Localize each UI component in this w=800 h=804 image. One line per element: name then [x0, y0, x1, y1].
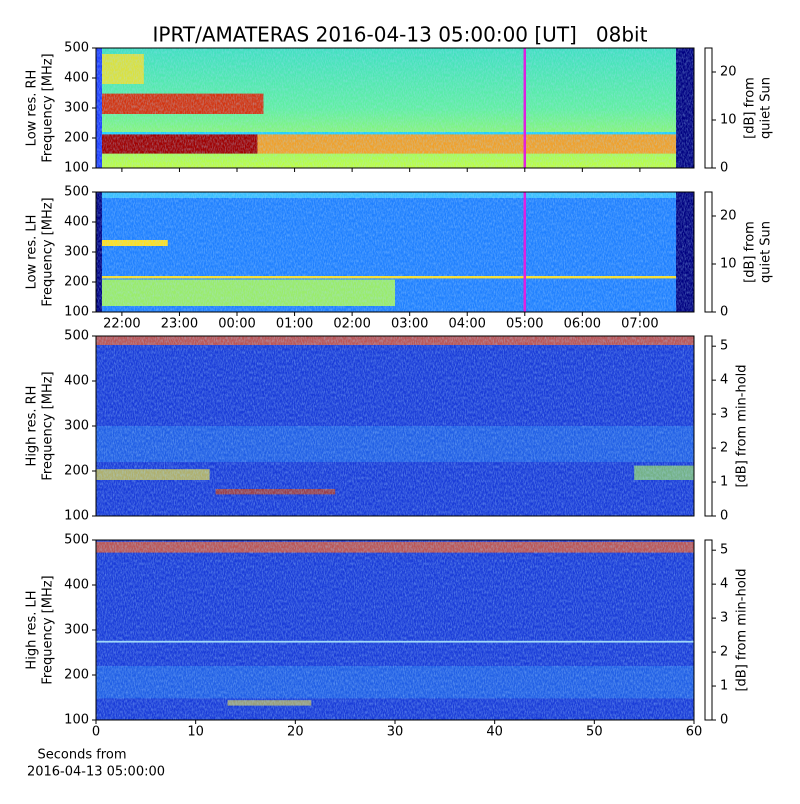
colorbar-tick-label: 0	[720, 713, 728, 728]
y-tick-label: 300	[64, 101, 89, 116]
y-tick-label: 300	[64, 245, 89, 260]
x-axis-label: Seconds from	[37, 748, 126, 763]
colorbar	[704, 335, 713, 517]
colorbar-label: quiet Sun	[759, 221, 774, 283]
x-tick-label: 22:00	[103, 317, 140, 332]
spectrogram	[96, 540, 694, 720]
spectrogram-noise	[96, 540, 694, 720]
y-axis-label: Low res. LH	[25, 215, 40, 290]
y-tick-label: 400	[64, 374, 89, 389]
colorbar-tick-label: 0	[720, 509, 728, 524]
y-axis-label: High res. LH	[25, 590, 40, 669]
spectrogram-noise	[96, 192, 694, 312]
spectrogram	[96, 48, 694, 168]
figure-title: IPRT/AMATERAS 2016-04-13 05:00:00 [UT] 0…	[153, 23, 648, 47]
spectrogram	[96, 192, 694, 312]
x-tick-label: 00:00	[218, 317, 255, 332]
x-tick-label: 02:00	[333, 317, 370, 332]
x-tick-label: 07:00	[621, 317, 658, 332]
colorbar	[704, 191, 713, 313]
colorbar-label: [dB] from min-hold	[735, 568, 750, 691]
colorbar-tick-label: 10	[720, 257, 737, 272]
y-tick-label: 200	[64, 464, 89, 479]
spectrogram-noise	[96, 336, 694, 516]
x-tick-label: 03:00	[391, 317, 428, 332]
y-tick-label: 400	[64, 578, 89, 593]
y-tick-label: 300	[64, 419, 89, 434]
colorbar-tick-label: 1	[720, 475, 728, 490]
y-tick-label: 100	[64, 161, 89, 176]
x-tick-label: 20	[287, 725, 304, 740]
x-tick-label: 23:00	[161, 317, 198, 332]
colorbar	[704, 539, 713, 721]
x-tick-label: 10	[187, 725, 204, 740]
colorbar-label: quiet Sun	[759, 77, 774, 139]
colorbar-tick-label: 10	[720, 113, 737, 128]
y-tick-label: 100	[64, 509, 89, 524]
colorbar-tick-label: 20	[720, 209, 737, 224]
x-tick-label: 06:00	[564, 317, 601, 332]
y-axis-label: Low res. RH	[25, 70, 40, 147]
x-tick-label: 50	[586, 725, 603, 740]
y-tick-label: 400	[64, 71, 89, 86]
colorbar-tick-label: 2	[720, 645, 728, 660]
y-tick-label: 200	[64, 275, 89, 290]
colorbar-tick-label: 4	[720, 373, 728, 388]
colorbar-tick-label: 1	[720, 679, 728, 694]
colorbar-tick-label: 0	[720, 305, 728, 320]
spectrogram	[96, 336, 694, 516]
y-tick-label: 500	[64, 533, 89, 548]
y-tick-label: 400	[64, 215, 89, 230]
colorbar-tick-label: 4	[720, 577, 728, 592]
y-tick-label: 500	[64, 41, 89, 56]
x-axis-label: 2016-04-13 05:00:00	[27, 765, 165, 780]
y-tick-label: 200	[64, 131, 89, 146]
colorbar-tick-label: 20	[720, 65, 737, 80]
y-tick-label: 100	[64, 713, 89, 728]
y-tick-label: 300	[64, 623, 89, 638]
x-tick-label: 40	[486, 725, 503, 740]
y-axis-label: Frequency [MHz]	[41, 371, 56, 480]
colorbar-tick-label: 2	[720, 441, 728, 456]
x-tick-label: 30	[387, 725, 404, 740]
colorbar-tick-label: 3	[720, 611, 728, 626]
colorbar-label: [dB] from	[743, 77, 758, 139]
colorbar-tick-label: 0	[720, 161, 728, 176]
x-tick-label: 60	[686, 725, 703, 740]
y-axis-label: High res. RH	[25, 386, 40, 467]
colorbar-label: [dB] from	[743, 221, 758, 283]
colorbar	[704, 47, 713, 169]
y-tick-label: 200	[64, 668, 89, 683]
x-tick-label: 04:00	[448, 317, 485, 332]
x-tick-label: 01:00	[276, 317, 313, 332]
y-axis-label: Frequency [MHz]	[41, 53, 56, 162]
x-tick-label: 0	[92, 725, 100, 740]
spectrogram-noise	[96, 48, 694, 168]
colorbar-tick-label: 5	[720, 543, 728, 558]
colorbar-tick-label: 5	[720, 339, 728, 354]
colorbar-label: [dB] from min-hold	[735, 364, 750, 487]
y-axis-label: Frequency [MHz]	[41, 575, 56, 684]
y-axis-label: Frequency [MHz]	[41, 197, 56, 306]
y-tick-label: 500	[64, 185, 89, 200]
colorbar-tick-label: 3	[720, 407, 728, 422]
y-tick-label: 500	[64, 329, 89, 344]
x-tick-label: 05:00	[506, 317, 543, 332]
y-tick-label: 100	[64, 305, 89, 320]
